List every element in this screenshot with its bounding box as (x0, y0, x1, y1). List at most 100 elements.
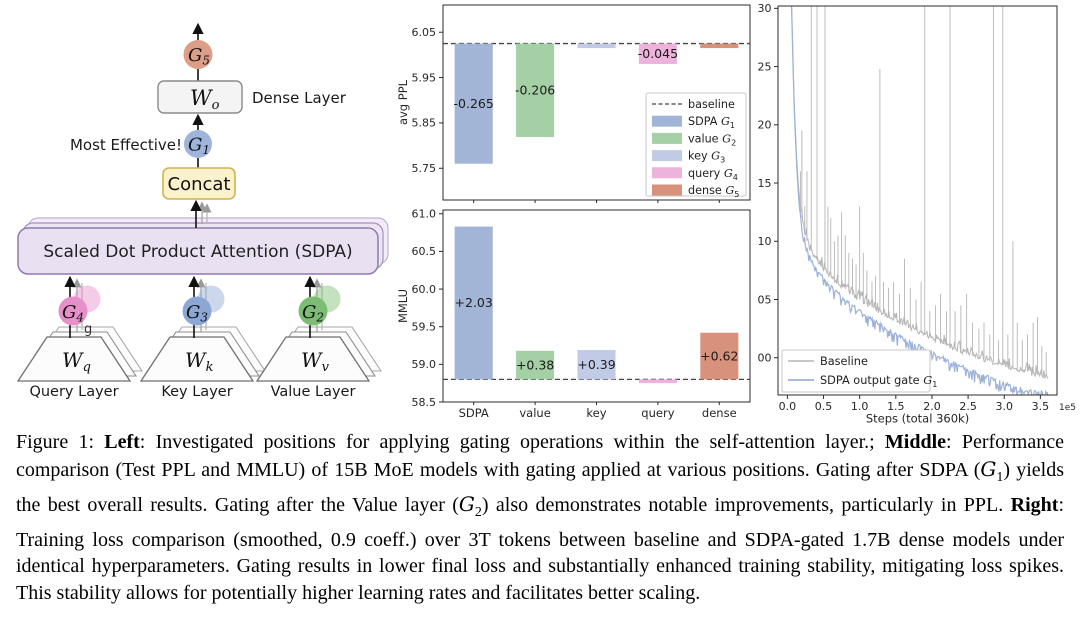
bar-dense (700, 43, 739, 49)
key-layer-label: Key Layer (161, 384, 232, 400)
y-tick-label: 5.95 (412, 71, 437, 84)
y-tick-label: 2.05 (758, 293, 772, 306)
svg-text:Wk: Wk (185, 348, 214, 375)
y-tick-label: 5.75 (412, 162, 437, 175)
y-tick-label: 2.25 (758, 60, 772, 73)
svg-text:G2: G2 (302, 302, 324, 325)
gate-g2: G2 (298, 285, 341, 326)
svg-text:Wv: Wv (301, 348, 330, 375)
y-tick-label: 59.5 (412, 321, 437, 334)
bar-value (516, 43, 555, 137)
mmlu-chart: 61.0 60.5 60.0 59.5 59.0 58.5 MMLU +2.03 SDPA +0.… (398, 208, 751, 420)
g3-circle (182, 296, 212, 326)
concat-label: Concat (168, 174, 231, 195)
bar-value-label: -0.206 (515, 82, 555, 97)
baseline-loss-curve (791, 6, 1049, 380)
curves (790, 6, 1049, 395)
bar-value-label: +0.39 (577, 357, 615, 372)
legend-label: dense G5 (688, 184, 739, 199)
architecture-diagram: Scaled Dot Product Attention (SDPA) (16, 22, 389, 400)
math-G: G (458, 492, 475, 516)
y-tick-label: 59.0 (412, 358, 437, 371)
x-tick-label: key (586, 406, 606, 420)
y-tick-label: 58.5 (412, 396, 437, 409)
figure-caption: Figure 1: Left: Investigated positions f… (16, 431, 1064, 604)
caption-bold-term: Middle (884, 431, 947, 453)
x-tick-label: 3.0 (995, 400, 1013, 413)
y-tick-label: 2.00 (758, 352, 772, 365)
x-tick-label: 1.0 (851, 400, 869, 413)
caption-bold-term: Left (104, 431, 140, 453)
caption-text: Figure 1: (16, 431, 105, 453)
x-tick-label: 0.5 (815, 400, 833, 413)
y-tick-label: 2.20 (758, 119, 772, 132)
svg-text:G1: G1 (188, 135, 210, 158)
g2-circle (298, 296, 328, 326)
x-tick-label: SDPA (459, 406, 489, 420)
ppl-legend: baseline SDPA G1 value G2 key G3 query G4 den… (645, 92, 747, 199)
y-tick-label: 5.85 (412, 117, 437, 130)
x-tick-label: 0.0 (779, 400, 797, 413)
query-layer-trapezoid (16, 326, 144, 382)
g1-circle (184, 130, 212, 158)
legend-label: SDPA output gate G1 (820, 374, 937, 389)
legend-label: SDPA G1 (688, 115, 735, 130)
bar-dense (700, 332, 739, 380)
legend-label: query G4 (688, 167, 738, 182)
bar-SDPA (454, 226, 493, 380)
bar-value-label: +0.38 (516, 357, 554, 372)
query-layer-label: Query Layer (29, 384, 118, 400)
x-tick-label: dense (702, 406, 737, 420)
y-tick-label: 2.30 (758, 2, 772, 15)
value-layer-trapezoid (255, 326, 383, 382)
x-tick-label: 1.5 (887, 400, 905, 413)
bar-charts: 6.05 5.95 5.85 5.75 avg PPL -0.265 -0.206 -0.04… (398, 4, 751, 420)
ppl-chart: 6.05 5.95 5.85 5.75 avg PPL -0.265 -0.206 -0.04… (398, 4, 751, 203)
bar-value-label: +2.03 (455, 295, 493, 310)
svg-text:G3: G3 (186, 302, 208, 325)
svg-text:Wq: Wq (62, 348, 91, 375)
bar-value-label: +0.62 (700, 348, 738, 363)
bar-key (577, 43, 616, 49)
y-tick-label: 6.05 (412, 26, 437, 39)
sdpa-box: Scaled Dot Product Attention (SDPA) (17, 217, 389, 275)
x-tick-label: 3.5 (1032, 400, 1050, 413)
y-tick-label: 61.0 (412, 208, 437, 221)
caption-text: : Performance comparison (Test PPL and M… (16, 431, 1064, 481)
concat-box (162, 167, 236, 200)
bar-value-label: -0.045 (638, 46, 678, 61)
x-tick-label: query (641, 406, 674, 420)
x-tick-label: 2.5 (959, 400, 977, 413)
caption-bold-term: Right (1010, 494, 1059, 516)
legend-swatch (652, 167, 682, 179)
dense-layer-label: Dense Layer (252, 89, 347, 107)
caption-text: : Investigated positions for applying ga… (139, 431, 885, 453)
bar-SDPA (454, 43, 493, 164)
y-axis-label: avg PPL (398, 79, 410, 125)
math-G: G (980, 456, 997, 481)
g4-extra-glyph: g (84, 322, 92, 337)
legend-swatch (652, 115, 682, 127)
x-tick-label: value (519, 406, 550, 420)
caption-text: : Training loss comparison (smoothed, 0.… (16, 494, 1064, 604)
svg-text:Wo: Wo (190, 86, 220, 113)
bar-query (638, 43, 677, 64)
y-tick-label: 2.10 (758, 235, 772, 248)
g5-circle (183, 40, 213, 69)
key-layer-trapezoid (139, 326, 267, 382)
wo-box (157, 80, 243, 114)
x-axis-scale-note: 1e5 (1059, 403, 1076, 413)
y-tick-label: 2.15 (758, 177, 772, 190)
bar-key (577, 350, 616, 380)
gate-g4: G4 g (58, 285, 101, 337)
legend-swatch (652, 132, 682, 144)
most-effective-label: Most Effective! (70, 136, 182, 154)
y-tick-label: 60.0 (412, 283, 437, 296)
plot-border (777, 5, 1058, 396)
legend-swatch (652, 150, 682, 162)
svg-text:G5: G5 (188, 45, 210, 68)
caption-text: ) yields the best overall results. Gatin… (16, 458, 1064, 517)
gated-loss-curve (790, 6, 1049, 395)
legend-label: value G2 (688, 132, 736, 147)
